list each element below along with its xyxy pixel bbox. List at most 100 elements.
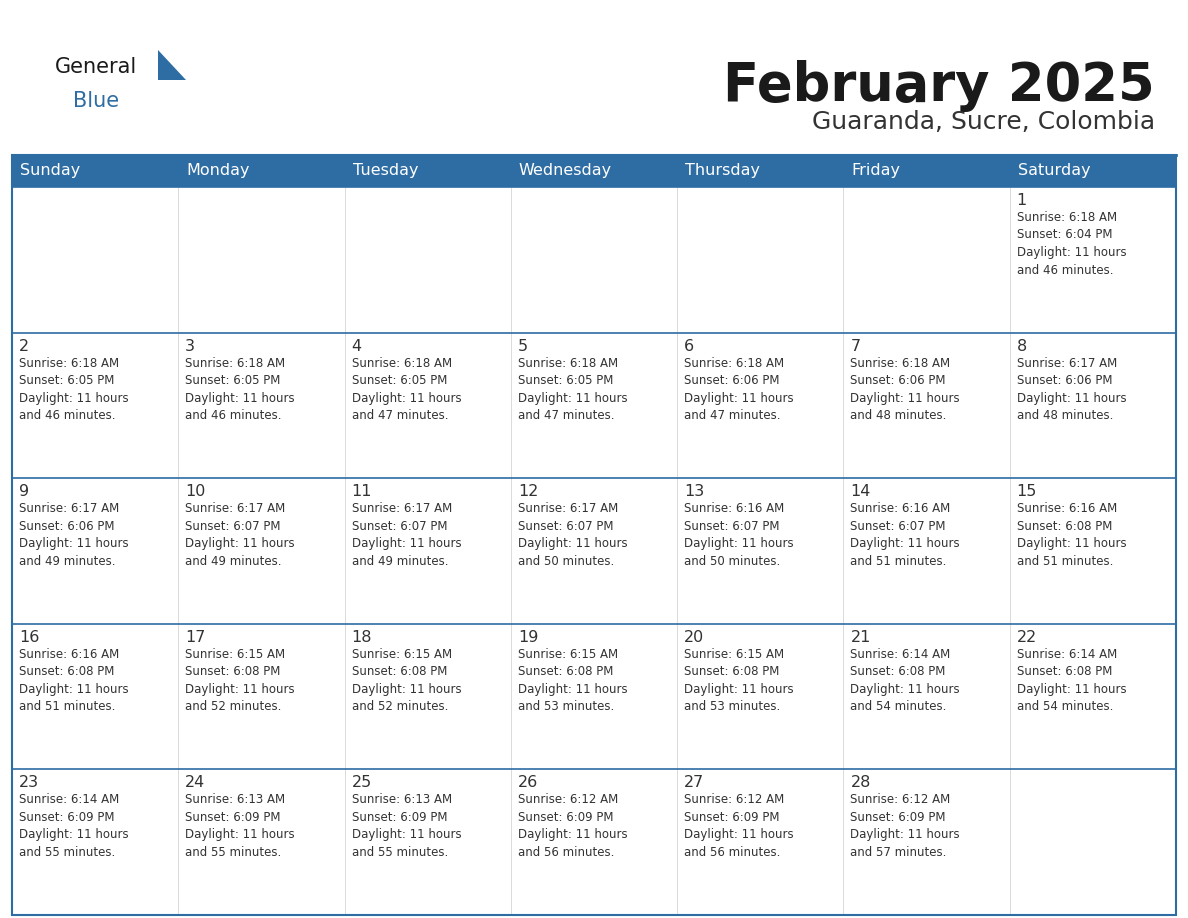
Bar	[511, 187, 677, 332]
Bar	[1010, 332, 1176, 478]
Text: Sunrise: 6:15 AM
Sunset: 6:08 PM
Daylight: 11 hours
and 52 minutes.: Sunrise: 6:15 AM Sunset: 6:08 PM Dayligh…	[185, 648, 295, 713]
Text: Wednesday: Wednesday	[519, 163, 612, 178]
Bar	[511, 332, 677, 478]
Text: 11: 11	[352, 484, 372, 499]
Text: Sunrise: 6:18 AM
Sunset: 6:05 PM
Daylight: 11 hours
and 46 minutes.: Sunrise: 6:18 AM Sunset: 6:05 PM Dayligh…	[185, 356, 295, 422]
Bar	[843, 332, 1010, 478]
Bar	[1010, 624, 1176, 769]
Text: 4: 4	[352, 339, 361, 353]
Text: Sunrise: 6:18 AM
Sunset: 6:05 PM
Daylight: 11 hours
and 47 minutes.: Sunrise: 6:18 AM Sunset: 6:05 PM Dayligh…	[352, 356, 461, 422]
Bar	[843, 769, 1010, 915]
Bar	[677, 478, 843, 624]
Bar	[12, 155, 1176, 915]
Text: Sunrise: 6:13 AM
Sunset: 6:09 PM
Daylight: 11 hours
and 55 minutes.: Sunrise: 6:13 AM Sunset: 6:09 PM Dayligh…	[352, 793, 461, 859]
Bar	[843, 187, 1010, 332]
Text: Sunrise: 6:16 AM
Sunset: 6:07 PM
Daylight: 11 hours
and 51 minutes.: Sunrise: 6:16 AM Sunset: 6:07 PM Dayligh…	[851, 502, 960, 567]
Text: Sunrise: 6:12 AM
Sunset: 6:09 PM
Daylight: 11 hours
and 56 minutes.: Sunrise: 6:12 AM Sunset: 6:09 PM Dayligh…	[518, 793, 627, 859]
Text: Sunday: Sunday	[20, 163, 81, 178]
Bar	[178, 478, 345, 624]
Text: Sunrise: 6:12 AM
Sunset: 6:09 PM
Daylight: 11 hours
and 56 minutes.: Sunrise: 6:12 AM Sunset: 6:09 PM Dayligh…	[684, 793, 794, 859]
Text: General: General	[55, 57, 138, 77]
Text: 19: 19	[518, 630, 538, 644]
Text: Sunrise: 6:14 AM
Sunset: 6:08 PM
Daylight: 11 hours
and 54 minutes.: Sunrise: 6:14 AM Sunset: 6:08 PM Dayligh…	[1017, 648, 1126, 713]
Text: Sunrise: 6:18 AM
Sunset: 6:05 PM
Daylight: 11 hours
and 47 minutes.: Sunrise: 6:18 AM Sunset: 6:05 PM Dayligh…	[518, 356, 627, 422]
Text: 9: 9	[19, 484, 30, 499]
Text: 25: 25	[352, 776, 372, 790]
Bar	[511, 478, 677, 624]
Text: 20: 20	[684, 630, 704, 644]
Text: Sunrise: 6:14 AM
Sunset: 6:09 PM
Daylight: 11 hours
and 55 minutes.: Sunrise: 6:14 AM Sunset: 6:09 PM Dayligh…	[19, 793, 128, 859]
Text: Sunrise: 6:17 AM
Sunset: 6:06 PM
Daylight: 11 hours
and 48 minutes.: Sunrise: 6:17 AM Sunset: 6:06 PM Dayligh…	[1017, 356, 1126, 422]
Text: Blue: Blue	[72, 91, 119, 111]
Text: 14: 14	[851, 484, 871, 499]
Text: 22: 22	[1017, 630, 1037, 644]
Bar	[1010, 769, 1176, 915]
Bar	[677, 624, 843, 769]
Text: 10: 10	[185, 484, 206, 499]
Text: Thursday: Thursday	[685, 163, 760, 178]
Text: Sunrise: 6:18 AM
Sunset: 6:05 PM
Daylight: 11 hours
and 46 minutes.: Sunrise: 6:18 AM Sunset: 6:05 PM Dayligh…	[19, 356, 128, 422]
Bar	[843, 478, 1010, 624]
Bar	[345, 624, 511, 769]
Bar	[12, 478, 178, 624]
Text: Sunrise: 6:18 AM
Sunset: 6:06 PM
Daylight: 11 hours
and 48 minutes.: Sunrise: 6:18 AM Sunset: 6:06 PM Dayligh…	[851, 356, 960, 422]
Bar	[345, 332, 511, 478]
Bar	[677, 187, 843, 332]
Text: 18: 18	[352, 630, 372, 644]
Text: Sunrise: 6:12 AM
Sunset: 6:09 PM
Daylight: 11 hours
and 57 minutes.: Sunrise: 6:12 AM Sunset: 6:09 PM Dayligh…	[851, 793, 960, 859]
Text: 12: 12	[518, 484, 538, 499]
Text: Sunrise: 6:15 AM
Sunset: 6:08 PM
Daylight: 11 hours
and 52 minutes.: Sunrise: 6:15 AM Sunset: 6:08 PM Dayligh…	[352, 648, 461, 713]
Text: Sunrise: 6:17 AM
Sunset: 6:06 PM
Daylight: 11 hours
and 49 minutes.: Sunrise: 6:17 AM Sunset: 6:06 PM Dayligh…	[19, 502, 128, 567]
Bar	[511, 769, 677, 915]
Bar	[677, 769, 843, 915]
Text: 26: 26	[518, 776, 538, 790]
Polygon shape	[158, 50, 187, 80]
Bar	[178, 769, 345, 915]
Bar	[345, 478, 511, 624]
Text: Sunrise: 6:14 AM
Sunset: 6:08 PM
Daylight: 11 hours
and 54 minutes.: Sunrise: 6:14 AM Sunset: 6:08 PM Dayligh…	[851, 648, 960, 713]
Bar	[345, 187, 511, 332]
Bar	[12, 332, 178, 478]
Text: Sunrise: 6:15 AM
Sunset: 6:08 PM
Daylight: 11 hours
and 53 minutes.: Sunrise: 6:15 AM Sunset: 6:08 PM Dayligh…	[518, 648, 627, 713]
Text: Sunrise: 6:18 AM
Sunset: 6:04 PM
Daylight: 11 hours
and 46 minutes.: Sunrise: 6:18 AM Sunset: 6:04 PM Dayligh…	[1017, 211, 1126, 276]
Bar	[12, 155, 1176, 187]
Text: 16: 16	[19, 630, 39, 644]
Text: Saturday: Saturday	[1018, 163, 1091, 178]
Text: 24: 24	[185, 776, 206, 790]
Text: 21: 21	[851, 630, 871, 644]
Text: Sunrise: 6:16 AM
Sunset: 6:08 PM
Daylight: 11 hours
and 51 minutes.: Sunrise: 6:16 AM Sunset: 6:08 PM Dayligh…	[19, 648, 128, 713]
Text: 8: 8	[1017, 339, 1026, 353]
Text: 7: 7	[851, 339, 860, 353]
Text: 15: 15	[1017, 484, 1037, 499]
Text: Monday: Monday	[187, 163, 249, 178]
Text: Sunrise: 6:17 AM
Sunset: 6:07 PM
Daylight: 11 hours
and 49 minutes.: Sunrise: 6:17 AM Sunset: 6:07 PM Dayligh…	[185, 502, 295, 567]
Bar	[843, 624, 1010, 769]
Text: Sunrise: 6:17 AM
Sunset: 6:07 PM
Daylight: 11 hours
and 50 minutes.: Sunrise: 6:17 AM Sunset: 6:07 PM Dayligh…	[518, 502, 627, 567]
Text: Tuesday: Tuesday	[353, 163, 418, 178]
Text: Sunrise: 6:15 AM
Sunset: 6:08 PM
Daylight: 11 hours
and 53 minutes.: Sunrise: 6:15 AM Sunset: 6:08 PM Dayligh…	[684, 648, 794, 713]
Text: 28: 28	[851, 776, 871, 790]
Text: February 2025: February 2025	[723, 60, 1155, 112]
Text: 27: 27	[684, 776, 704, 790]
Text: 5: 5	[518, 339, 527, 353]
Text: 6: 6	[684, 339, 694, 353]
Bar	[12, 769, 178, 915]
Text: 13: 13	[684, 484, 704, 499]
Bar	[178, 332, 345, 478]
Text: 17: 17	[185, 630, 206, 644]
Text: Friday: Friday	[852, 163, 901, 178]
Text: 1: 1	[1017, 193, 1026, 208]
Bar	[1010, 478, 1176, 624]
Text: Sunrise: 6:18 AM
Sunset: 6:06 PM
Daylight: 11 hours
and 47 minutes.: Sunrise: 6:18 AM Sunset: 6:06 PM Dayligh…	[684, 356, 794, 422]
Bar	[1010, 187, 1176, 332]
Bar	[12, 624, 178, 769]
Text: Sunrise: 6:16 AM
Sunset: 6:08 PM
Daylight: 11 hours
and 51 minutes.: Sunrise: 6:16 AM Sunset: 6:08 PM Dayligh…	[1017, 502, 1126, 567]
Bar	[178, 624, 345, 769]
Text: Sunrise: 6:16 AM
Sunset: 6:07 PM
Daylight: 11 hours
and 50 minutes.: Sunrise: 6:16 AM Sunset: 6:07 PM Dayligh…	[684, 502, 794, 567]
Bar	[12, 187, 178, 332]
Text: Sunrise: 6:17 AM
Sunset: 6:07 PM
Daylight: 11 hours
and 49 minutes.: Sunrise: 6:17 AM Sunset: 6:07 PM Dayligh…	[352, 502, 461, 567]
Bar	[178, 187, 345, 332]
Bar	[677, 332, 843, 478]
Text: 23: 23	[19, 776, 39, 790]
Bar	[511, 624, 677, 769]
